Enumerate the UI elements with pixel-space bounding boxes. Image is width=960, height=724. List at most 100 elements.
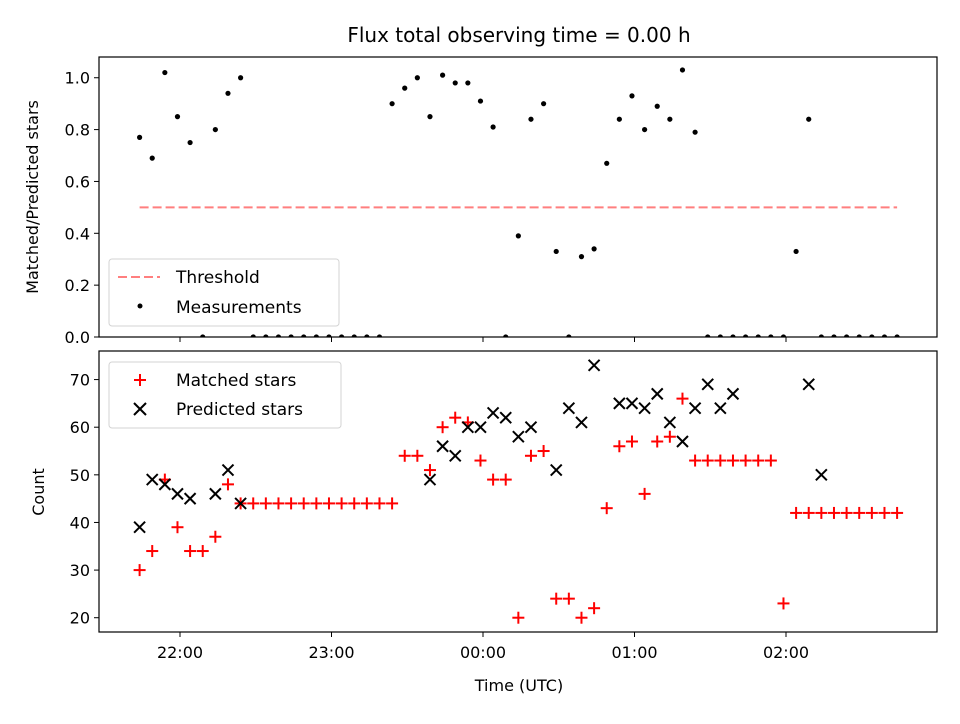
predicted-star-point bbox=[486, 406, 500, 420]
predicted-star-point bbox=[676, 435, 689, 448]
matched-star-point bbox=[423, 464, 436, 477]
matched-star-point bbox=[625, 435, 638, 448]
matched-star-point bbox=[575, 611, 588, 624]
measurement-point bbox=[553, 248, 559, 255]
matched-star-point bbox=[322, 497, 335, 510]
top-legend-box bbox=[108, 258, 340, 327]
measurement-point bbox=[250, 334, 256, 337]
matched-star-point bbox=[827, 506, 840, 519]
matched-star-point bbox=[449, 411, 462, 424]
measurement-point bbox=[642, 126, 648, 133]
bottom-y-tick-label: 30 bbox=[70, 561, 90, 580]
matched-star-point bbox=[752, 454, 765, 467]
legend-predicted-swatch bbox=[133, 402, 147, 416]
matched-star-point bbox=[651, 435, 664, 448]
measurement-point bbox=[200, 334, 206, 337]
x-tick-label: 01:00 bbox=[611, 643, 657, 662]
measurement-point bbox=[692, 129, 698, 135]
measurement-point bbox=[225, 90, 231, 96]
top-y-tick-label: 0.4 bbox=[65, 224, 90, 243]
bottom-y-tick-label: 50 bbox=[70, 466, 90, 485]
measurement-point bbox=[465, 80, 471, 86]
predicted-star-point bbox=[221, 463, 235, 477]
measurement-point bbox=[187, 139, 193, 146]
bottom-y-axis-label: Count bbox=[29, 468, 48, 516]
matched-star-point bbox=[865, 506, 878, 519]
measurement-point bbox=[515, 233, 521, 239]
measurement-point bbox=[806, 116, 812, 122]
matched-star-point bbox=[701, 454, 714, 467]
top-data-marks bbox=[137, 67, 900, 337]
measurement-point bbox=[831, 334, 837, 337]
measurement-point bbox=[616, 116, 622, 122]
matched-star-point bbox=[221, 478, 234, 491]
measurement-point bbox=[856, 334, 862, 337]
measurement-point bbox=[654, 103, 660, 109]
predicted-star-point bbox=[461, 420, 475, 434]
matched-star-point bbox=[196, 545, 209, 558]
predicted-star-point bbox=[436, 440, 449, 453]
measurement-point bbox=[818, 334, 824, 337]
measurement-point bbox=[679, 67, 686, 73]
measurement-point bbox=[717, 334, 723, 337]
matched-star-point bbox=[878, 506, 891, 519]
matched-star-point bbox=[436, 421, 449, 434]
predicted-star-point bbox=[613, 397, 626, 410]
predicted-star-point bbox=[701, 378, 714, 391]
measurement-point bbox=[149, 155, 155, 161]
measurement-point bbox=[578, 254, 585, 260]
measurement-point bbox=[452, 80, 458, 86]
predicted-star-point bbox=[726, 387, 740, 401]
measurement-point bbox=[881, 334, 888, 337]
top-y-tick-label: 0.2 bbox=[65, 276, 90, 295]
matched-star-point bbox=[259, 497, 272, 510]
matched-star-point bbox=[398, 449, 411, 462]
measurement-point bbox=[604, 160, 610, 166]
bottom-ticks: 20 30 40 50 60 70 22:00 23:00 00:00 01:00 02:00 bbox=[70, 371, 809, 662]
predicted-star-point bbox=[714, 401, 727, 415]
measurement-point bbox=[503, 334, 509, 337]
measurement-point bbox=[755, 334, 761, 337]
matched-star-point bbox=[373, 497, 386, 510]
bottom-plot-frame bbox=[98, 350, 938, 633]
chart-title: Flux total observing time = 0.00 h bbox=[347, 23, 690, 47]
matched-star-point bbox=[335, 497, 348, 510]
matched-star-point bbox=[638, 487, 651, 500]
matched-star-point bbox=[474, 454, 487, 467]
bottom-legend-box bbox=[108, 361, 342, 429]
measurement-point bbox=[780, 334, 787, 337]
measurement-point bbox=[730, 334, 736, 337]
matched-star-point bbox=[171, 521, 184, 534]
predicted-star-point bbox=[550, 463, 563, 477]
matched-star-point bbox=[133, 564, 146, 577]
measurement-point bbox=[376, 334, 383, 337]
legend-measurements-swatch bbox=[137, 303, 143, 309]
x-tick-label: 23:00 bbox=[308, 643, 354, 662]
matched-star-point bbox=[360, 497, 373, 510]
matched-star-point bbox=[562, 592, 575, 605]
legend-predicted-label: Predicted stars bbox=[176, 400, 303, 420]
measurement-point bbox=[705, 334, 711, 337]
matched-star-point bbox=[297, 497, 310, 510]
top-y-tick-label: 0.8 bbox=[65, 121, 90, 140]
matched-star-point bbox=[689, 454, 702, 467]
matched-star-point bbox=[777, 597, 790, 610]
matched-star-point bbox=[310, 497, 323, 510]
predicted-star-point bbox=[651, 387, 664, 401]
predicted-star-point bbox=[474, 420, 487, 434]
matched-star-point bbox=[739, 454, 752, 467]
matched-star-point bbox=[146, 545, 159, 558]
predicted-star-point bbox=[183, 492, 197, 505]
measurement-point bbox=[288, 334, 294, 337]
x-axis-label: Time (UTC) bbox=[474, 676, 563, 695]
measurement-point bbox=[351, 334, 357, 337]
measurement-point bbox=[339, 334, 345, 337]
measurement-point bbox=[743, 334, 749, 337]
measurement-point bbox=[768, 334, 774, 337]
matched-star-point bbox=[853, 506, 866, 519]
measurement-point bbox=[894, 334, 900, 337]
top-legend: Threshold Measurements bbox=[108, 258, 340, 327]
measurement-point bbox=[263, 334, 269, 337]
predicted-star-point bbox=[423, 473, 437, 486]
measurement-point bbox=[414, 75, 420, 81]
